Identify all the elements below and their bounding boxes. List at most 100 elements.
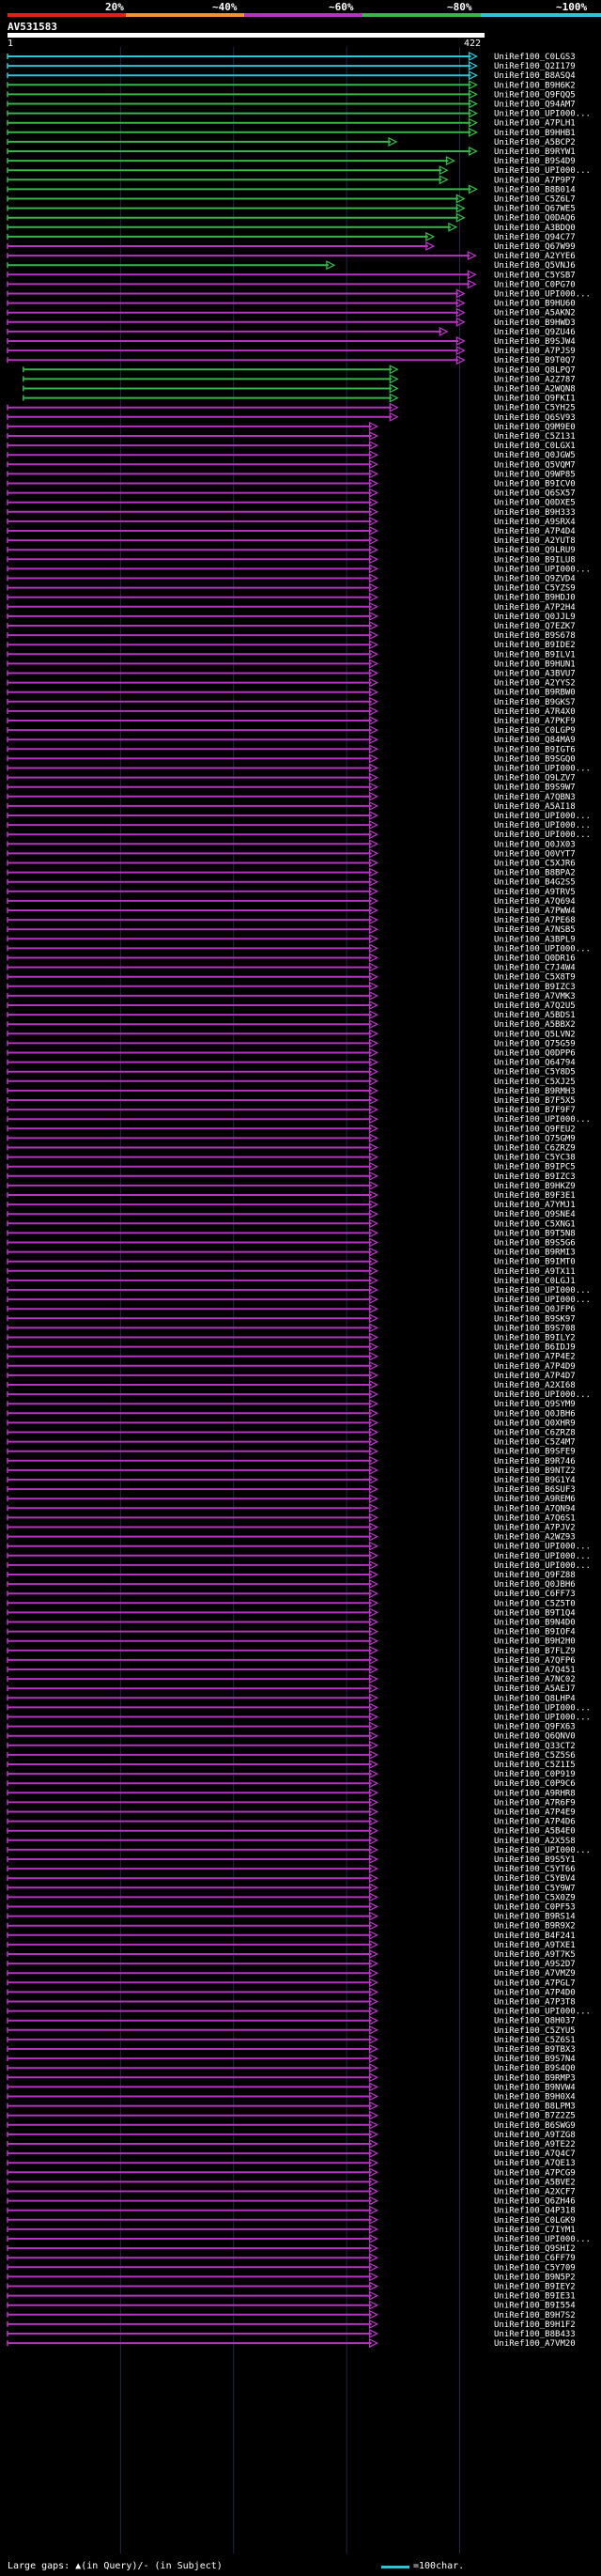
hit-label[interactable]: UniRef100_C5Z131 bbox=[494, 432, 576, 442]
hit-label[interactable]: UniRef100_Q9ZVD4 bbox=[494, 575, 576, 584]
hit-row[interactable]: UniRef100_A5AI18 bbox=[7, 800, 576, 812]
hit-row[interactable]: UniRef100_B9H7S2 bbox=[7, 2309, 576, 2320]
hit-label[interactable]: UniRef100_B9S5Y1 bbox=[494, 1855, 576, 1865]
hit-row[interactable]: UniRef100_Q6SX57 bbox=[7, 488, 576, 499]
hit-label[interactable]: UniRef100_B9T5N8 bbox=[494, 1229, 576, 1238]
hit-row[interactable]: UniRef100_C5Z1I5 bbox=[7, 1759, 576, 1770]
hit-row[interactable]: UniRef100_B8LPM3 bbox=[7, 2101, 576, 2112]
hit-label[interactable]: UniRef100_B9TBX3 bbox=[494, 2045, 576, 2055]
hit-label[interactable]: UniRef100_C5Y9W7 bbox=[494, 1884, 576, 1893]
hit-label[interactable]: UniRef100_A9RHR8 bbox=[494, 1789, 576, 1798]
hit-row[interactable]: UniRef100_A7NSB5 bbox=[7, 924, 576, 935]
hit-label[interactable]: UniRef100_A9T7K5 bbox=[494, 1950, 576, 1960]
hit-row[interactable]: UniRef100_B9HKZ9 bbox=[7, 1180, 576, 1191]
hit-row[interactable]: UniRef100_B9IDE2 bbox=[7, 640, 576, 650]
hit-row[interactable]: UniRef100_B4F241 bbox=[7, 1930, 576, 1941]
hit-label[interactable]: UniRef100_B6IDJ9 bbox=[494, 1343, 576, 1353]
hit-row[interactable]: UniRef100_C0P9C6 bbox=[7, 1778, 576, 1789]
hit-label[interactable]: UniRef100_UPI000... bbox=[494, 812, 591, 821]
hit-row[interactable]: UniRef100_A7YMJ1 bbox=[7, 1200, 576, 1210]
hit-label[interactable]: UniRef100_B9IZC3 bbox=[494, 1172, 576, 1182]
hit-row[interactable]: UniRef100_B7Z2Z5 bbox=[7, 2110, 576, 2121]
hit-label[interactable]: UniRef100_A7P4E9 bbox=[494, 1808, 576, 1818]
hit-row[interactable]: UniRef100_A2XCF7 bbox=[7, 2186, 576, 2197]
hit-row[interactable]: UniRef100_A7P4D0 bbox=[7, 1987, 576, 1997]
hit-row[interactable]: UniRef100_C5Z131 bbox=[7, 430, 576, 442]
hit-label[interactable]: UniRef100_B9HU60 bbox=[494, 300, 576, 309]
hit-label[interactable]: UniRef100_A2YYS2 bbox=[494, 679, 576, 689]
hit-row[interactable]: UniRef100_UPI000... bbox=[7, 108, 591, 119]
hit-label[interactable]: UniRef100_UPI000... bbox=[494, 2235, 591, 2244]
hit-label[interactable]: UniRef100_Q9FQQ5 bbox=[494, 90, 576, 100]
hit-row[interactable]: UniRef100_B9NTZ2 bbox=[7, 1465, 576, 1476]
hit-row[interactable]: UniRef100_C6ZRZ8 bbox=[7, 1427, 576, 1438]
hit-label[interactable]: UniRef100_A3BVU7 bbox=[494, 670, 576, 679]
hit-row[interactable]: UniRef100_A5BCP2 bbox=[7, 136, 576, 147]
hit-label[interactable]: UniRef100_A7Q4C7 bbox=[494, 2149, 576, 2159]
hit-label[interactable]: UniRef100_UPI000... bbox=[494, 110, 591, 119]
hit-label[interactable]: UniRef100_C0LGP9 bbox=[494, 726, 576, 736]
hit-label[interactable]: UniRef100_Q64794 bbox=[494, 1059, 576, 1068]
hit-label[interactable]: UniRef100_Q5VQM7 bbox=[494, 460, 576, 470]
hit-row[interactable]: UniRef100_C0LGP9 bbox=[7, 725, 576, 736]
hit-label[interactable]: UniRef100_A7PLH1 bbox=[494, 119, 576, 129]
hit-row[interactable]: UniRef100_B9S5G6 bbox=[7, 1237, 576, 1249]
hit-label[interactable]: UniRef100_Q67W99 bbox=[494, 242, 576, 252]
hit-row[interactable]: UniRef100_A7PLH1 bbox=[7, 117, 576, 129]
hit-label[interactable]: UniRef100_C5Z5T0 bbox=[494, 1599, 576, 1608]
hit-row[interactable]: UniRef100_C0LGX1 bbox=[7, 441, 576, 451]
hit-row[interactable]: UniRef100_B9IEY2 bbox=[7, 2281, 576, 2292]
hit-label[interactable]: UniRef100_B8ASQ4 bbox=[494, 71, 576, 81]
hit-label[interactable]: UniRef100_Q94C77 bbox=[494, 233, 576, 242]
hit-row[interactable]: UniRef100_Q67WE5 bbox=[7, 203, 576, 214]
hit-row[interactable]: UniRef100_Q5VQM7 bbox=[7, 459, 576, 470]
hit-label[interactable]: UniRef100_A5BCP2 bbox=[494, 138, 576, 147]
hit-row[interactable]: UniRef100_B9H2H0 bbox=[7, 1636, 576, 1647]
hit-label[interactable]: UniRef100_B9ILV1 bbox=[494, 650, 576, 660]
hit-row[interactable]: UniRef100_Q8LHP4 bbox=[7, 1693, 576, 1703]
hit-row[interactable]: UniRef100_UPI000... bbox=[7, 1844, 591, 1855]
hit-row[interactable]: UniRef100_C5Y8D5 bbox=[7, 1066, 576, 1078]
hit-row[interactable]: UniRef100_A2WZ93 bbox=[7, 1531, 576, 1543]
hit-row[interactable]: UniRef100_B7F9F7 bbox=[7, 1105, 576, 1115]
hit-row[interactable]: UniRef100_UPI000... bbox=[7, 288, 591, 300]
hit-label[interactable]: UniRef100_C5Z6L7 bbox=[494, 195, 576, 205]
hit-label[interactable]: UniRef100_A7R4X0 bbox=[494, 707, 576, 717]
hit-row[interactable]: UniRef100_B9G1Y4 bbox=[7, 1474, 576, 1485]
hit-row[interactable]: UniRef100_A7QFP6 bbox=[7, 1654, 576, 1666]
hit-label[interactable]: UniRef100_B9SJW4 bbox=[494, 337, 576, 347]
hit-row[interactable]: UniRef100_B9S5Y1 bbox=[7, 1854, 576, 1865]
hit-row[interactable]: UniRef100_A7PJS9 bbox=[7, 346, 576, 356]
hit-label[interactable]: UniRef100_Q0VYT7 bbox=[494, 849, 576, 859]
hit-label[interactable]: UniRef100_B9H6K2 bbox=[494, 81, 576, 90]
hit-label[interactable]: UniRef100_B7FLZ9 bbox=[494, 1647, 576, 1656]
hit-row[interactable]: UniRef100_A2X5S8 bbox=[7, 1835, 576, 1846]
hit-label[interactable]: UniRef100_A7P2H4 bbox=[494, 603, 576, 613]
hit-row[interactable]: UniRef100_B9IGT6 bbox=[7, 744, 576, 754]
hit-row[interactable]: UniRef100_UPI000... bbox=[7, 810, 591, 821]
hit-label[interactable]: UniRef100_A7PJV2 bbox=[494, 1524, 576, 1533]
hit-label[interactable]: UniRef100_B9S5G6 bbox=[494, 1239, 576, 1249]
hit-row[interactable]: UniRef100_UPI000... bbox=[7, 1702, 591, 1713]
hit-label[interactable]: UniRef100_C6ZRZ9 bbox=[494, 1144, 576, 1154]
hit-label[interactable]: UniRef100_A7PGL7 bbox=[494, 1979, 576, 1988]
hit-row[interactable]: UniRef100_B9IMT0 bbox=[7, 1256, 576, 1267]
hit-label[interactable]: UniRef100_A7R6F9 bbox=[494, 1798, 576, 1808]
hit-row[interactable]: UniRef100_A7NC02 bbox=[7, 1674, 576, 1684]
hit-row[interactable]: UniRef100_Q94AM7 bbox=[7, 99, 576, 110]
hit-row[interactable]: UniRef100_Q84MA9 bbox=[7, 735, 576, 745]
hit-row[interactable]: UniRef100_UPI000... bbox=[7, 1389, 591, 1400]
hit-label[interactable]: UniRef100_A2XI68 bbox=[494, 1381, 576, 1390]
hit-row[interactable]: UniRef100_UPI000... bbox=[7, 1284, 591, 1296]
hit-row[interactable]: UniRef100_B6SWG9 bbox=[7, 2119, 576, 2131]
hit-label[interactable]: UniRef100_C7IYM1 bbox=[494, 2226, 576, 2235]
hit-row[interactable]: UniRef100_A7PE68 bbox=[7, 915, 576, 925]
hit-row[interactable]: UniRef100_Q0JX03 bbox=[7, 839, 576, 849]
hit-label[interactable]: UniRef100_A7PWW4 bbox=[494, 907, 576, 916]
hit-row[interactable]: UniRef100_A2XI68 bbox=[7, 1379, 576, 1390]
hit-row[interactable]: UniRef100_A7R4X0 bbox=[7, 706, 576, 717]
hit-label[interactable]: UniRef100_B9RMP3 bbox=[494, 2073, 576, 2083]
hit-label[interactable]: UniRef100_Q84MA9 bbox=[494, 736, 576, 745]
hit-label[interactable]: UniRef100_B9R746 bbox=[494, 1457, 576, 1466]
hit-row[interactable]: UniRef100_A9TXE1 bbox=[7, 1939, 576, 1950]
